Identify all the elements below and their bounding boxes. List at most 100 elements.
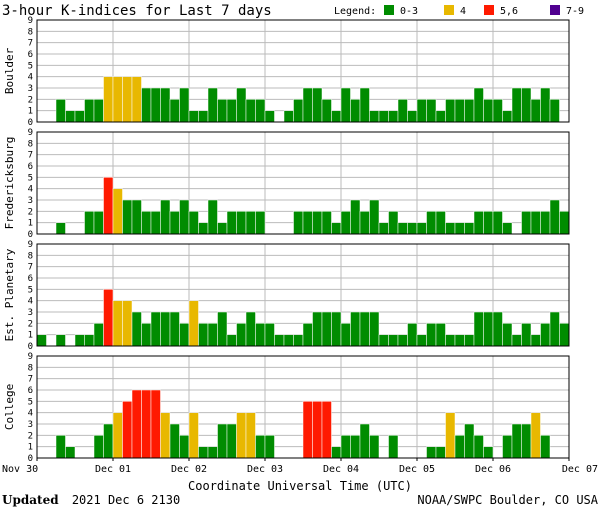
bar xyxy=(217,99,228,123)
bar xyxy=(103,177,114,235)
bar xyxy=(112,188,123,235)
bar xyxy=(169,423,180,459)
bar xyxy=(388,211,399,235)
bar xyxy=(378,110,389,123)
bar xyxy=(169,99,180,123)
bar xyxy=(369,199,380,235)
bar xyxy=(198,222,209,235)
bar xyxy=(302,87,313,123)
x-tick-label: Dec 05 xyxy=(399,464,435,475)
bar xyxy=(207,323,218,347)
bar xyxy=(112,412,123,459)
y-tick-label: 2 xyxy=(28,95,33,105)
bar xyxy=(454,435,465,459)
y-tick-label: 0 xyxy=(28,454,33,464)
bar xyxy=(84,334,95,347)
panel-border xyxy=(36,243,570,347)
bar xyxy=(530,334,541,347)
bar xyxy=(84,211,95,235)
y-tick-label: 4 xyxy=(28,297,33,307)
bar xyxy=(103,76,114,123)
bar xyxy=(483,311,494,347)
bar xyxy=(388,334,399,347)
bar xyxy=(150,211,161,235)
x-axis-ticks: Nov 30 Dec 01 Dec 02 Dec 03 Dec 04 Dec 05 Dec … xyxy=(2,458,598,475)
bar xyxy=(84,99,95,123)
bar xyxy=(397,222,408,235)
bar xyxy=(350,199,361,235)
bar xyxy=(388,435,399,459)
bar xyxy=(359,87,370,123)
bar xyxy=(340,211,351,235)
bar xyxy=(141,211,152,235)
bar xyxy=(255,323,266,347)
y-tick-label: 4 xyxy=(28,185,33,195)
bar xyxy=(331,222,342,235)
bar xyxy=(435,110,446,123)
y-tick-label: 6 xyxy=(28,162,33,172)
bar xyxy=(150,311,161,347)
y-tick-label: 2 xyxy=(28,319,33,329)
y-tick-label: 9 xyxy=(28,16,33,26)
bar xyxy=(511,423,522,459)
bar xyxy=(150,87,161,123)
bar xyxy=(74,110,85,123)
bar xyxy=(169,211,180,235)
footer-updated-label: Updated xyxy=(2,493,59,507)
y-tick-label: 2 xyxy=(28,207,33,217)
bar xyxy=(236,87,247,123)
bar xyxy=(217,222,228,235)
legend-swatch-7-9 xyxy=(550,5,560,15)
bar xyxy=(473,87,484,123)
bar xyxy=(511,334,522,347)
bar xyxy=(207,446,218,459)
bar xyxy=(340,435,351,459)
y-tick-label: 6 xyxy=(28,50,33,60)
bar xyxy=(321,401,332,459)
bar xyxy=(549,199,560,235)
bar xyxy=(36,334,47,347)
panel-border xyxy=(36,131,570,235)
bar xyxy=(483,446,494,459)
bar xyxy=(540,211,551,235)
bar xyxy=(331,446,342,459)
bar xyxy=(359,211,370,235)
series-label: Fredericksburg xyxy=(3,137,16,230)
bar xyxy=(55,222,66,235)
bar xyxy=(407,323,418,347)
y-tick-label: 8 xyxy=(28,251,33,261)
bar xyxy=(340,87,351,123)
bar xyxy=(93,323,104,347)
bar xyxy=(236,323,247,347)
bar xyxy=(359,423,370,459)
bar xyxy=(188,300,199,347)
y-tick-label: 1 xyxy=(28,107,33,117)
y-tick-label: 5 xyxy=(28,397,33,407)
bar xyxy=(530,99,541,123)
bar xyxy=(407,222,418,235)
bar xyxy=(131,76,142,123)
bar xyxy=(293,334,304,347)
x-tick-label: Dec 03 xyxy=(247,464,283,475)
bar xyxy=(302,401,313,459)
y-tick-label: 1 xyxy=(28,331,33,341)
x-tick-label: Dec 06 xyxy=(475,464,511,475)
bar xyxy=(312,87,323,123)
bar xyxy=(473,311,484,347)
bar xyxy=(340,323,351,347)
bar xyxy=(264,323,275,347)
bar xyxy=(198,110,209,123)
bar xyxy=(226,211,237,235)
x-axis-label: Coordinate Universal Time (UTC) xyxy=(188,479,412,493)
bar xyxy=(350,435,361,459)
y-tick-label: 7 xyxy=(28,151,33,161)
bar xyxy=(312,401,323,459)
bar xyxy=(226,423,237,459)
x-tick-label: Dec 01 xyxy=(95,464,131,475)
bar xyxy=(160,412,171,459)
y-tick-label: 5 xyxy=(28,173,33,183)
bar xyxy=(416,222,427,235)
bar xyxy=(454,99,465,123)
bar xyxy=(378,222,389,235)
bar xyxy=(217,311,228,347)
